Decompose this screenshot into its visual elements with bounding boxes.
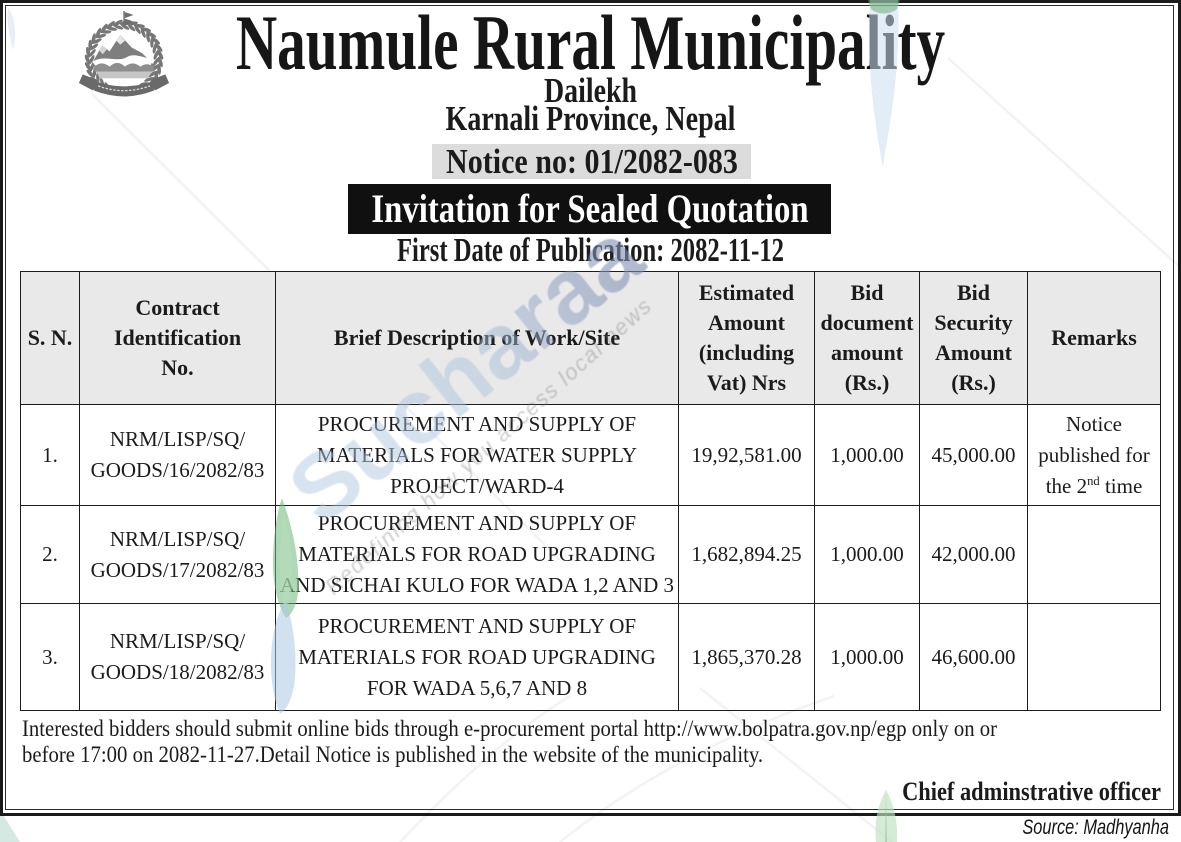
header-bid-document: Bid document amount (Rs.)	[814, 271, 920, 405]
notice-title-text: Invitation for Sealed Quotation	[370, 186, 809, 231]
cell-bid-security: 42,000.00	[919, 505, 1028, 604]
notice-title: Invitation for Sealed Quotation	[348, 184, 831, 234]
cell-description: PROCUREMENT AND SUPPLY OF MATERIALS FOR …	[275, 603, 679, 711]
header-estimated-amount: Estimated Amount (including Vat) Nrs	[678, 271, 815, 405]
signatory: Chief adminstrative officer	[902, 777, 1161, 806]
cell-estimated: 19,92,581.00	[678, 404, 815, 506]
table-row: 2. NRM/LISP/SQ/ GOODS/17/2082/83 PROCURE…	[20, 505, 1161, 604]
municipality-name: Naumule Rural Municipality	[235, 0, 946, 86]
notice-number-text: Notice no: 01/2082-083	[445, 142, 738, 181]
cell-bid-security: 46,600.00	[919, 603, 1028, 711]
header-contract: Contract Identification No.	[79, 271, 276, 405]
header-sn: S. N.	[20, 271, 80, 405]
table-row: 3. NRM/LISP/SQ/ GOODS/18/2082/83 PROCURE…	[20, 603, 1161, 711]
cell-remarks	[1027, 505, 1161, 604]
remarks-text-post: time	[1099, 473, 1143, 498]
district-name: Dailekh	[543, 71, 637, 110]
cell-bid-document: 1,000.00	[814, 505, 920, 604]
cell-estimated: 1,865,370.28	[678, 603, 815, 711]
cell-sn: 1.	[20, 404, 80, 506]
header-remarks: Remarks	[1027, 271, 1161, 405]
cell-contract: NRM/LISP/SQ/ GOODS/16/2082/83	[79, 404, 276, 506]
cell-estimated: 1,682,894.25	[678, 505, 815, 604]
header-bid-security: Bid Security Amount (Rs.)	[919, 271, 1028, 405]
table-header-row: S. N. Contract Identification No. Brief …	[20, 271, 1161, 405]
cell-sn: 3.	[20, 603, 80, 711]
cell-bid-document: 1,000.00	[814, 603, 920, 711]
cell-contract: NRM/LISP/SQ/ GOODS/17/2082/83	[79, 505, 276, 604]
cell-bid-security: 45,000.00	[919, 404, 1028, 506]
cell-remarks: Notice published for the 2nd time	[1027, 404, 1161, 506]
table-row: 1. NRM/LISP/SQ/ GOODS/16/2082/83 PROCURE…	[20, 404, 1161, 506]
quotation-table: S. N. Contract Identification No. Brief …	[20, 271, 1161, 711]
cell-description: PROCUREMENT AND SUPPLY OF MATERIALS FOR …	[275, 404, 679, 506]
cell-sn: 2.	[20, 505, 80, 604]
source-credit: Source: Madhyanha	[1022, 816, 1169, 839]
cell-description: PROCUREMENT AND SUPPLY OF MATERIALS FOR …	[275, 505, 679, 604]
remarks-text: Notice published for the 2	[1038, 411, 1150, 498]
cell-bid-document: 1,000.00	[814, 404, 920, 506]
municipality-emblem	[78, 11, 170, 97]
cell-contract: NRM/LISP/SQ/ GOODS/18/2082/83	[79, 603, 276, 711]
ordinal-suffix: nd	[1087, 473, 1100, 488]
publication-date: First Date of Publication: 2082-11-12	[397, 232, 784, 269]
province-name: Karnali Province, Nepal	[445, 99, 736, 138]
submission-note: Interested bidders should submit online …	[22, 716, 998, 768]
notice-number: Notice no: 01/2082-083	[432, 144, 751, 179]
header-description: Brief Description of Work/Site	[275, 271, 679, 405]
cell-remarks	[1027, 603, 1161, 711]
